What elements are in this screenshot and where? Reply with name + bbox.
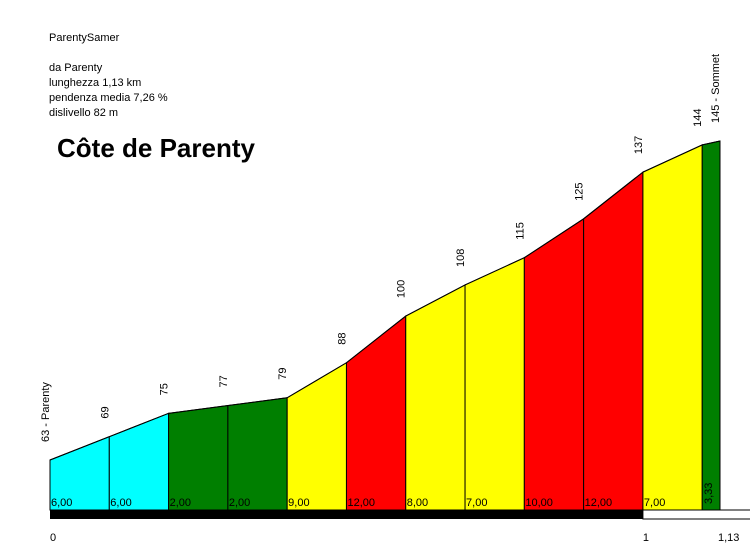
segment-gradient-label: 3,33 <box>703 483 715 504</box>
x-tick-label: 0 <box>50 532 56 544</box>
segment-gradient-label: 2,00 <box>170 497 191 509</box>
profile-segment <box>168 404 229 511</box>
distance-bar-empty <box>642 509 750 520</box>
segment-gradient-label: 7,00 <box>466 497 487 509</box>
profile-segment <box>583 171 644 511</box>
length-label: lunghezza 1,13 km <box>49 77 142 89</box>
distance-bar-filled <box>50 510 643 519</box>
profile-line <box>49 140 721 461</box>
segment-gradient-label: 9,00 <box>288 497 309 509</box>
info-block: ParentySamer da Parenty lunghezza 1,13 k… <box>49 31 168 121</box>
segment-gradient-label: 6,00 <box>110 497 131 509</box>
profile-segment <box>464 256 525 511</box>
elevation-label: 137 <box>633 136 645 154</box>
profile-segment <box>405 284 466 511</box>
segment-gradient-label: 12,00 <box>585 497 613 509</box>
profile-segment <box>701 140 721 511</box>
elevation-label: 75 <box>159 383 171 395</box>
climb-name: ParentySamer <box>49 32 120 44</box>
segment-gradient-label: 7,00 <box>644 497 665 509</box>
segment-gradient-label: 2,00 <box>229 497 250 509</box>
elevation-label: 79 <box>277 368 289 380</box>
segment-gradient-label: 6,00 <box>51 497 72 509</box>
elevation-label: 63 - Parenty <box>40 382 52 442</box>
segment-gradient-label: 10,00 <box>525 497 553 509</box>
profile-segment <box>523 217 585 511</box>
profile-segment <box>345 315 407 511</box>
elevation-label: 115 <box>514 222 526 240</box>
elevation-label: 100 <box>396 280 408 298</box>
profile-segment <box>642 144 703 511</box>
elevation-label: 108 <box>455 249 467 267</box>
elevation-label: 145 - Sommet <box>710 54 722 123</box>
elevation-label: 77 <box>218 375 230 387</box>
profile-segment <box>286 361 347 511</box>
elevation-label: 88 <box>336 332 348 344</box>
elevation-label: 125 <box>574 182 586 200</box>
climb-label: dislivello 82 m <box>49 107 119 119</box>
gradient-label: pendenza media 7,26 % <box>49 92 168 104</box>
chart-title: Côte de Parenty <box>57 133 255 163</box>
elevation-label: 69 <box>99 406 111 418</box>
elevation-label: 144 <box>692 109 704 127</box>
x-tick-label: 1,13 <box>718 532 739 544</box>
segment-gradient-label: 12,00 <box>347 497 375 509</box>
profile-segment <box>108 412 170 511</box>
segment-gradient-label: 8,00 <box>407 497 428 509</box>
profile-segment <box>227 397 288 511</box>
x-tick-label: 1 <box>643 532 649 544</box>
start-label: da Parenty <box>49 62 103 74</box>
